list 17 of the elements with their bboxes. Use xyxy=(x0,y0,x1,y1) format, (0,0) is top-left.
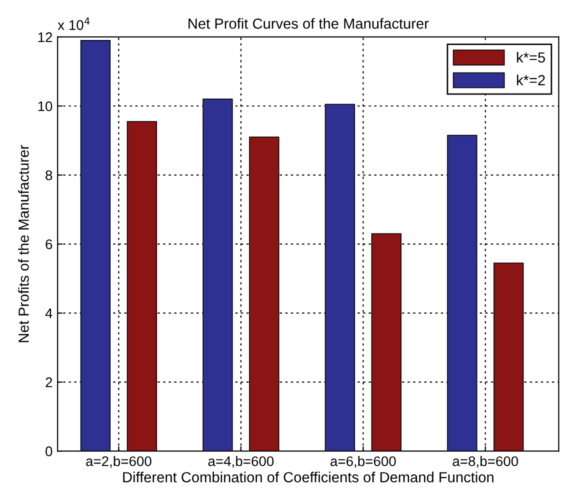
x-axis-title: Different Combination of Coefficients of Demand Function xyxy=(123,472,494,482)
x-tick-label: a=2,b=600 xyxy=(86,456,152,468)
y-tick-label: 8 xyxy=(46,170,52,180)
y-tick-label: 2 xyxy=(46,377,52,388)
legend-label: k*=2 xyxy=(516,74,545,86)
legend-label: k*=5 xyxy=(516,52,545,63)
y-tick-label: 4 xyxy=(45,308,52,318)
y-tick-label: 12 xyxy=(38,32,52,42)
x-tick-label: a=4,b=600 xyxy=(208,456,274,468)
x-tick-label: a=6,b=600 xyxy=(330,456,396,468)
y-tick-label: 10 xyxy=(38,101,52,112)
y-tick-label: 0 xyxy=(46,446,52,456)
y-tick-label: 6 xyxy=(46,239,52,250)
chart-title: Net Profit Curves of the Manufacturer xyxy=(188,18,429,29)
text: x 10$^{4}$ xyxy=(58,17,90,30)
y-axis-title: Net Profits of the Manufacturer xyxy=(18,144,29,342)
x-tick-label: a=8,b=600 xyxy=(452,456,518,468)
